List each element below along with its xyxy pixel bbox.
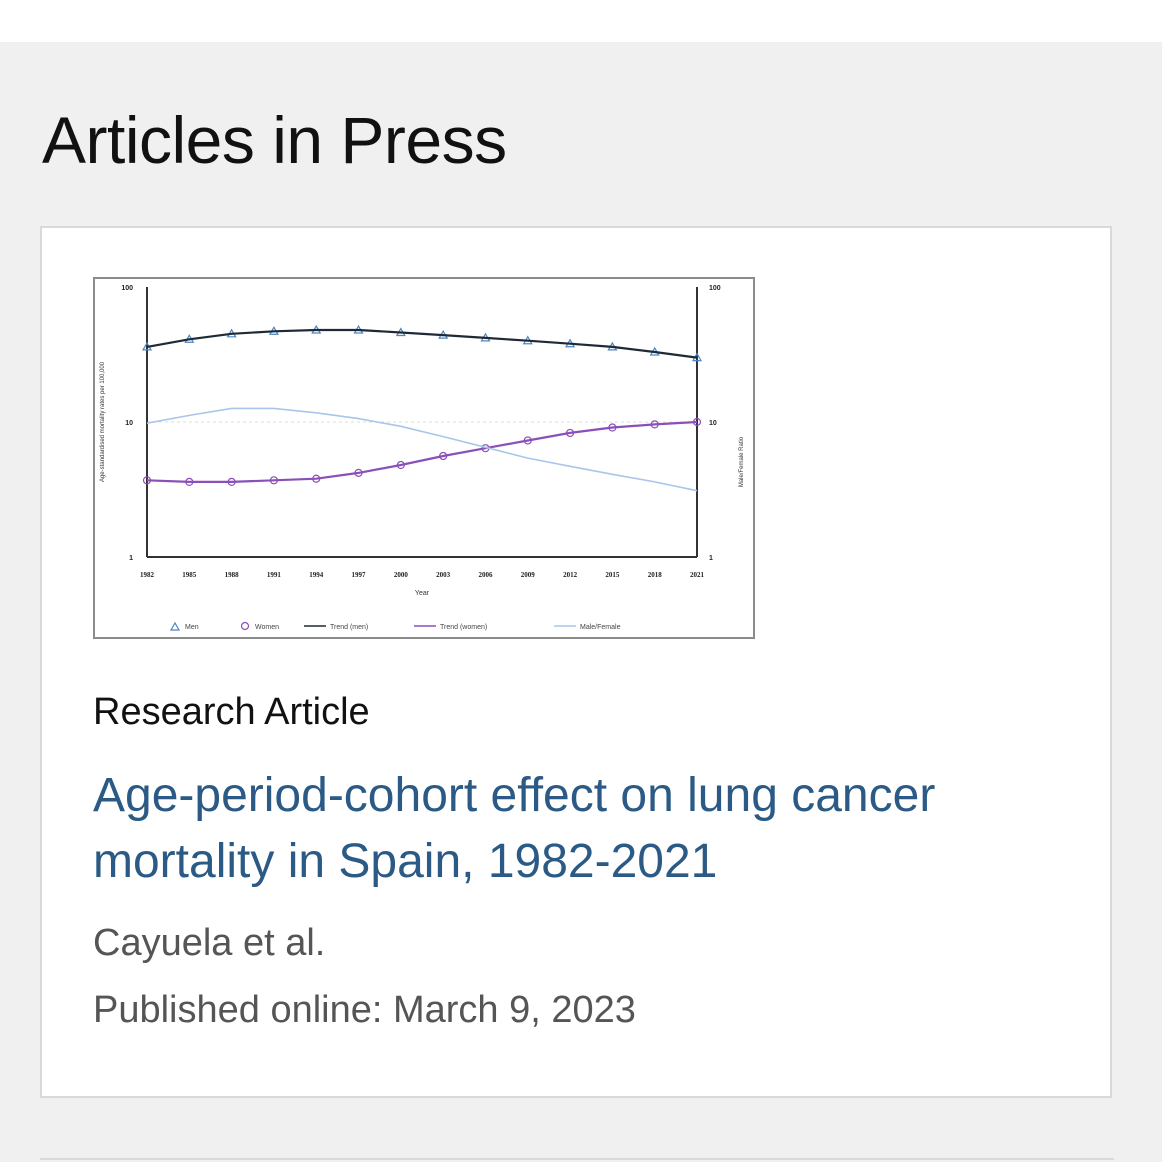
- legend-label: Male/Female: [580, 624, 621, 631]
- x-tick-label: 1982: [140, 571, 155, 579]
- series-line-trend-men-: [146, 328, 698, 359]
- y2-tick-label: 10: [709, 420, 717, 427]
- x-tick-label: 1988: [225, 571, 240, 579]
- y-tick-label: 10: [125, 420, 133, 427]
- x-tick-label: 2015: [605, 571, 620, 579]
- bottom-divider: [40, 1158, 1114, 1160]
- x-tick-label: 2000: [394, 571, 409, 579]
- x-axis-label: Year: [415, 590, 430, 597]
- series-line-trend-women-: [146, 420, 698, 483]
- x-tick-label: 2021: [690, 571, 705, 579]
- x-tick-label: 1991: [267, 571, 282, 579]
- y2-axis-label: Male/Female Ratio: [739, 436, 745, 487]
- article-authors: Cayuela et al.: [93, 922, 326, 964]
- y-tick-label: 100: [121, 285, 133, 292]
- x-tick-label: 2006: [478, 571, 493, 579]
- top-strip: [0, 0, 1162, 42]
- x-tick-label: 1997: [352, 571, 367, 579]
- x-tick-label: 1985: [182, 571, 197, 579]
- legend-marker-women: [240, 621, 250, 631]
- series-line-male-female: [146, 407, 698, 492]
- x-tick-label: 2012: [563, 571, 578, 579]
- y2-tick-label: 100: [709, 285, 721, 292]
- article-thumbnail[interactable]: 100 10 1 100 10 1 1982 1985 1988 1991 1994 1997 2000…: [93, 277, 755, 639]
- article-published-date: Published online: March 9, 2023: [93, 989, 636, 1031]
- legend-label: Men: [185, 624, 199, 631]
- x-tick-label: 2009: [521, 571, 536, 579]
- article-type-label: Research Article: [93, 691, 370, 733]
- legend-label: Women: [255, 624, 279, 631]
- legend-marker-men: [169, 621, 181, 631]
- thumbnail-chart: 100 10 1 100 10 1 1982 1985 1988 1991 1994 1997 2000…: [100, 285, 745, 631]
- legend-label: Trend (men): [330, 624, 368, 631]
- x-tick-label: 2003: [436, 571, 451, 579]
- y-axis-label: Age-standardised mortality rates per 100…: [100, 361, 106, 482]
- y2-tick-label: 1: [709, 555, 713, 562]
- legend-label: Trend (women): [440, 624, 487, 631]
- x-tick-label: 2018: [648, 571, 663, 579]
- section-title: Articles in Press: [42, 103, 507, 177]
- article-title-link[interactable]: Age-period-cohort effect on lung cancer …: [93, 769, 936, 888]
- article-card[interactable]: 100 10 1 100 10 1 1982 1985 1988 1991 1994 1997 2000…: [40, 226, 1112, 1098]
- y-tick-label: 1: [129, 555, 133, 562]
- x-tick-label: 1994: [309, 571, 324, 579]
